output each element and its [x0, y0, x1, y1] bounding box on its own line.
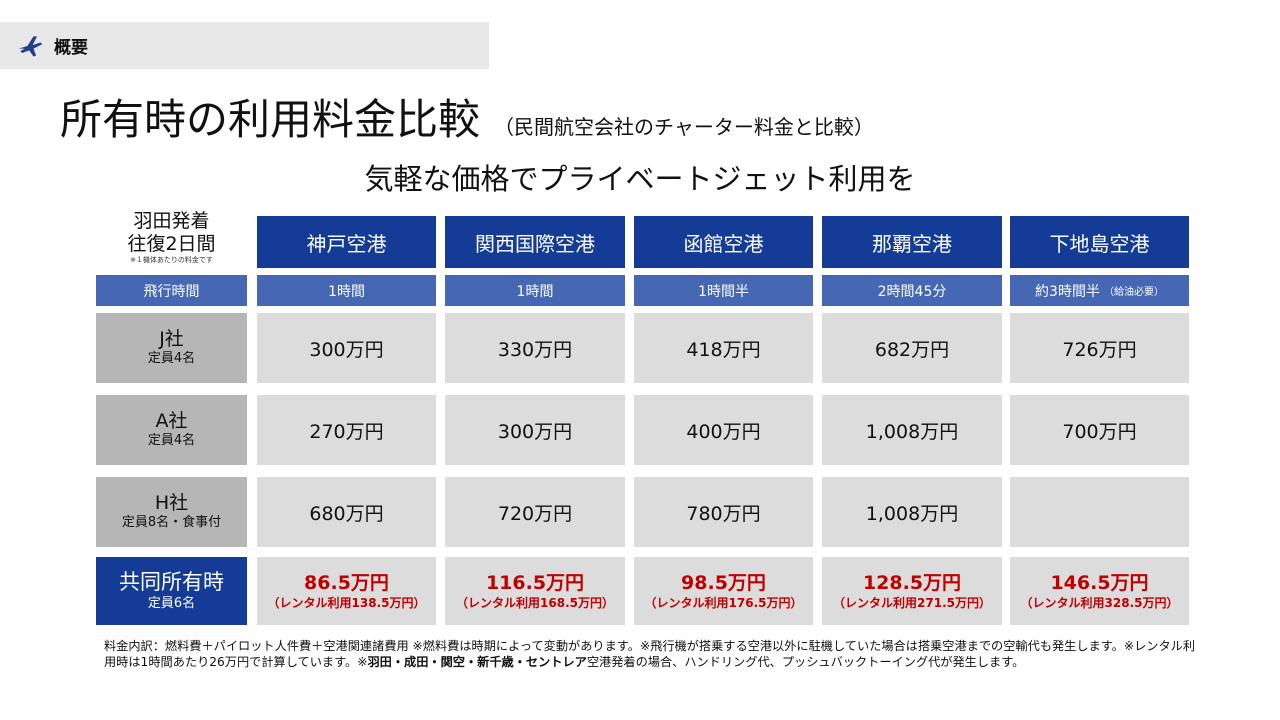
shared-price-cell: 98.5万円 （レンタル利用176.5万円）: [634, 557, 813, 625]
row-name: A社: [155, 410, 188, 432]
price-cell: 680万円: [257, 477, 436, 547]
price-cell: 682万円: [822, 313, 1002, 383]
shared-rent-price: （レンタル利用176.5万円）: [644, 596, 803, 610]
section-label: 概要: [54, 38, 88, 58]
row-label-shared: 共同所有時 定員6名: [96, 557, 247, 625]
shared-rent-price: （レンタル利用168.5万円）: [456, 596, 614, 610]
section-bar: 概要: [0, 22, 489, 69]
row-capacity: 定員8名・食事付: [121, 515, 222, 530]
corner-line1: 羽田発着: [133, 210, 210, 232]
row-capacity: 定員4名: [147, 433, 196, 448]
price-cell: 1,008万円: [822, 395, 1002, 465]
shared-price-cell: 116.5万円 （レンタル利用168.5万円）: [445, 557, 625, 625]
price-cell: 300万円: [257, 313, 436, 383]
price-cell: 700万円: [1010, 395, 1189, 465]
row-name: H社: [154, 492, 189, 514]
price-cell: 726万円: [1010, 313, 1189, 383]
price-cell: 720万円: [445, 477, 625, 547]
flight-time-shimojishima-note: （給油必要）: [1103, 287, 1164, 298]
footnote-text-end: 空港発着の場合、ハンドリング代、プッシュバックトーイング代が発生します。: [586, 655, 1025, 669]
price-cell: 780万円: [634, 477, 813, 547]
price-cell: 270万円: [257, 395, 436, 465]
shared-capacity: 定員6名: [147, 596, 196, 611]
row-capacity: 定員4名: [147, 351, 196, 366]
airport-header-naha: 那覇空港: [822, 216, 1002, 268]
airport-header-hakodate: 函館空港: [634, 216, 813, 268]
flight-time-shimojishima: 約3時間半 （給油必要）: [1010, 275, 1189, 306]
flight-time-shimojishima-value: 約3時間半: [1035, 283, 1100, 300]
shared-price-cell: 146.5万円 （レンタル利用328.5万円）: [1010, 557, 1189, 625]
footnote: 料金内訳：燃料費＋パイロット人件費＋空港関連諸費用 ※燃料費は時期によって変動が…: [104, 638, 1204, 670]
price-cell: 300万円: [445, 395, 625, 465]
shared-price-cell: 86.5万円 （レンタル利用138.5万円）: [257, 557, 436, 625]
price-cell: 330万円: [445, 313, 625, 383]
corner-label: 羽田発着 往復2日間 ※１機体あたりの料金です: [96, 210, 247, 270]
row-label-j: J社 定員4名: [96, 313, 247, 383]
row-label-a: A社 定員4名: [96, 395, 247, 465]
shared-rent-price: （レンタル利用138.5万円）: [267, 596, 426, 610]
subtitle: 気軽な価格でプライベートジェット利用を: [364, 162, 916, 196]
shared-price: 146.5万円: [1050, 572, 1149, 594]
shared-rent-price: （レンタル利用271.5万円）: [833, 596, 991, 610]
footnote-text: 料金内訳：燃料費＋パイロット人件費＋空港関連諸費用 ※燃料費は時期によって変動が…: [104, 639, 1196, 669]
airport-header-shimojishima: 下地島空港: [1010, 216, 1189, 268]
flight-time-hakodate: 1時間半: [634, 275, 813, 306]
shared-price: 98.5万円: [681, 572, 766, 594]
shared-price: 128.5万円: [862, 572, 962, 594]
shared-price: 116.5万円: [485, 572, 585, 594]
page-title: 所有時の利用料金比較 （民間航空会社のチャーター料金と比較）: [60, 86, 874, 147]
flight-time-kansai: 1時間: [445, 275, 625, 306]
shared-price: 86.5万円: [304, 572, 389, 594]
airport-header-kansai: 関西国際空港: [445, 216, 625, 268]
flight-time-kobe: 1時間: [257, 275, 436, 306]
title-sub: （民間航空会社のチャーター料金と比較）: [494, 115, 874, 139]
shared-rent-price: （レンタル利用328.5万円）: [1020, 596, 1179, 610]
price-cell-empty: [1010, 477, 1189, 547]
price-cell: 1,008万円: [822, 477, 1002, 547]
shared-name: 共同所有時: [119, 570, 224, 594]
price-cell: 418万円: [634, 313, 813, 383]
price-cell: 400万円: [634, 395, 813, 465]
title-main: 所有時の利用料金比較: [60, 95, 481, 144]
flight-time-label: 飛行時間: [96, 275, 247, 306]
shared-price-cell: 128.5万円 （レンタル利用271.5万円）: [822, 557, 1002, 625]
airport-header-kobe: 神戸空港: [257, 216, 436, 268]
airplane-icon: [18, 35, 43, 56]
flight-time-naha: 2時間45分: [822, 275, 1002, 306]
footnote-airports: 羽田・成田・関空・新千歳・セントレア: [367, 655, 587, 669]
row-label-h: H社 定員8名・食事付: [96, 477, 247, 547]
corner-line2: 往復2日間: [127, 233, 216, 255]
corner-note: ※１機体あたりの料金です: [130, 256, 213, 264]
row-name: J社: [159, 328, 184, 350]
